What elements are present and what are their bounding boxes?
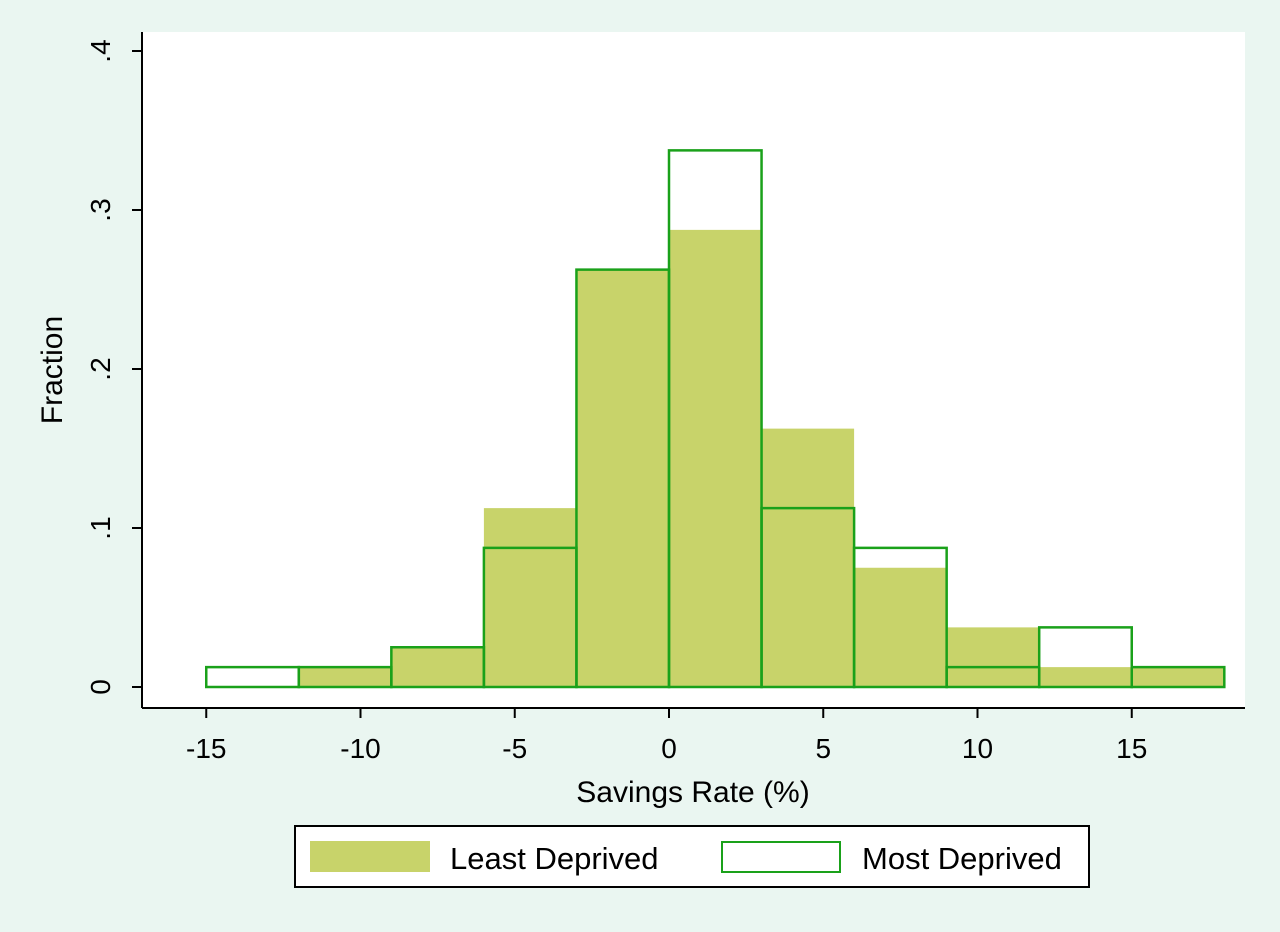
bar-least-deprived-8 [1039, 667, 1132, 687]
bar-most-deprived-10 [1130, 665, 1226, 689]
y-axis-title: Fraction [36, 316, 69, 424]
y-tick-label: .1 [85, 516, 116, 539]
legend-label-least-deprived: Least Deprived [450, 841, 659, 876]
legend-swatch-most-deprived [721, 841, 841, 873]
bar-least-deprived-0 [298, 667, 392, 687]
bar-least-deprived-1 [391, 647, 484, 687]
bar-least-deprived-5 [761, 428, 855, 687]
x-tick-label: 10 [962, 733, 993, 764]
x-tick-label: -5 [502, 733, 527, 764]
x-ticks: -15 -10 -5 0 5 10 15 [186, 708, 1147, 764]
legend: Least Deprived Most Deprived [294, 825, 1090, 888]
x-tick-label: -10 [340, 733, 380, 764]
legend-label-most-deprived: Most Deprived [862, 841, 1062, 876]
bar-least-deprived-7 [946, 627, 1040, 687]
x-axis-title: Savings Rate (%) [576, 776, 809, 809]
y-tick-label: .2 [85, 357, 116, 380]
bar-least-deprived-3 [576, 269, 669, 687]
least-deprived-bars [298, 229, 1225, 687]
x-tick-label: 5 [815, 733, 831, 764]
x-tick-label: -15 [186, 733, 226, 764]
bar-least-deprived-4 [669, 229, 762, 687]
bar-most-deprived-9 [1037, 626, 1133, 689]
legend-swatch-least-deprived [310, 841, 430, 872]
bar-least-deprived-9 [1131, 667, 1225, 687]
x-tick-label: 0 [661, 733, 677, 764]
y-tick-label: .3 [85, 198, 116, 221]
y-tick-label: .4 [85, 39, 116, 62]
bar-least-deprived-6 [854, 567, 947, 687]
x-tick-label: 15 [1116, 733, 1147, 764]
y-tick-label: 0 [85, 679, 116, 695]
bar-most-deprived-5 [667, 149, 763, 689]
bar-least-deprived-2 [483, 508, 577, 687]
y-ticks: 0 .1 .2 .3 .4 [85, 39, 142, 695]
most-deprived-bars [205, 149, 1226, 689]
bar-most-deprived-7 [852, 546, 948, 689]
